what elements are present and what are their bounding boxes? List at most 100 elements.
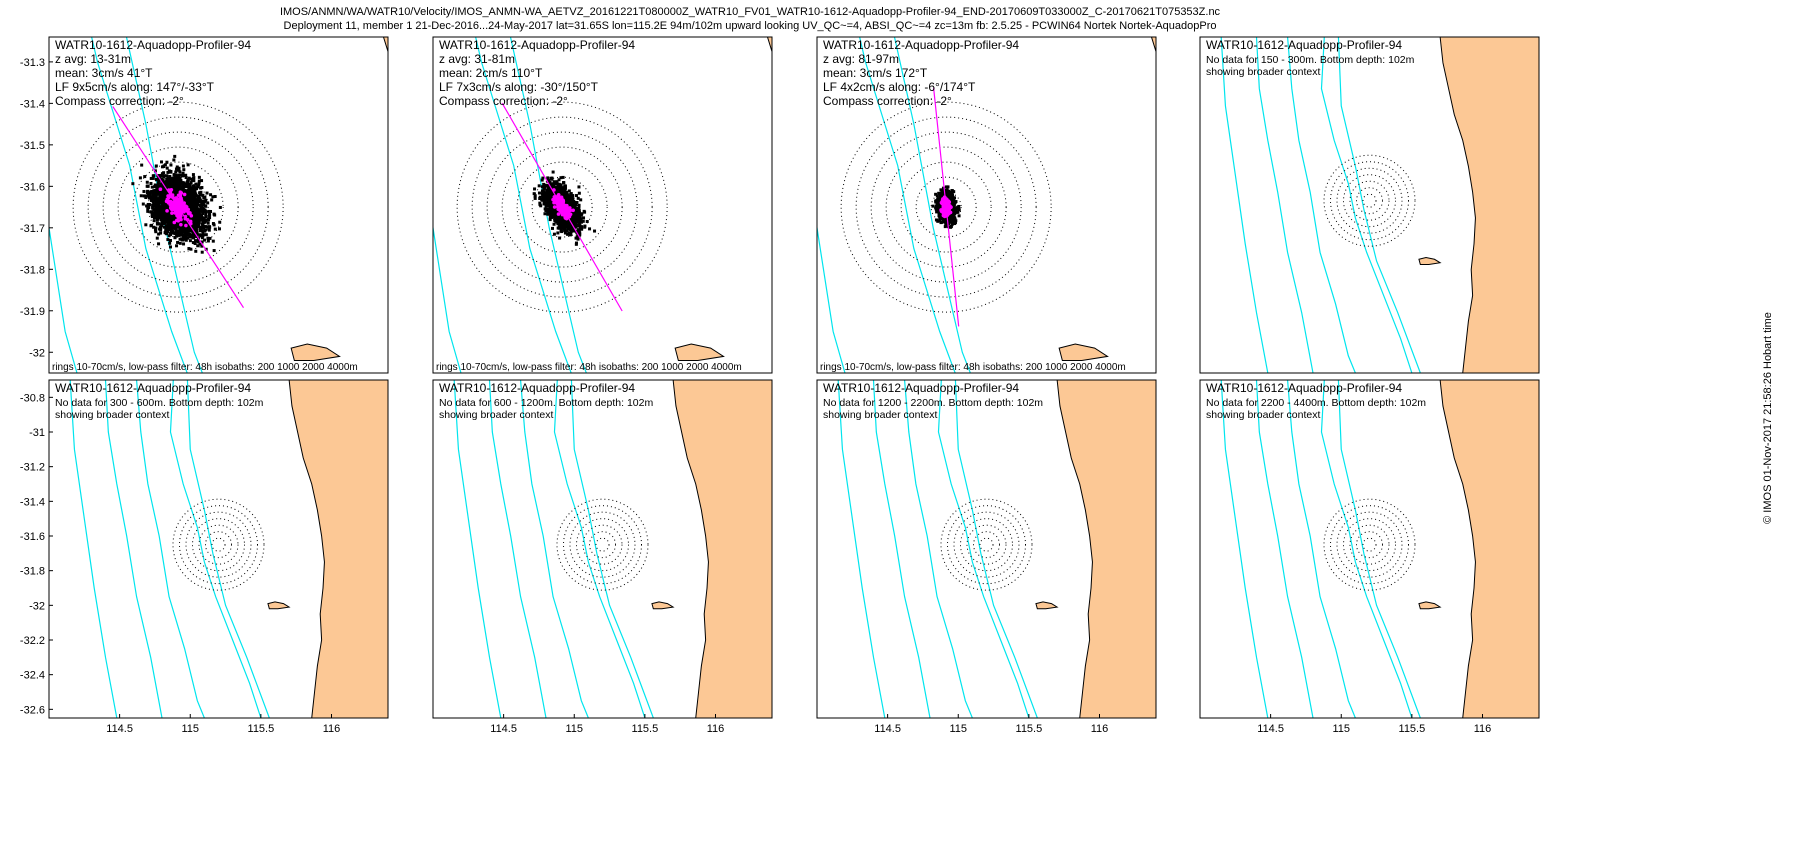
isobath-line-5 — [1337, 37, 1421, 373]
x-tick-label: 114.5 — [106, 723, 133, 735]
velocity-ring-4 — [960, 518, 1013, 572]
isobath-line-2 — [817, 223, 846, 373]
isobath-line-2 — [1286, 37, 1356, 373]
velocity-ring-2 — [531, 176, 593, 238]
chart-panel-8: WATR10-1612-Aquadopp-Profiler-94 No data … — [1199, 379, 1540, 735]
x-tick-label: 115.5 — [632, 723, 659, 735]
velocity-ring-7 — [556, 498, 649, 591]
x-tick-label: 115.5 — [1399, 723, 1426, 735]
velocity-ring-4 — [1343, 518, 1396, 572]
isobath-line-5 — [509, 37, 588, 373]
map-layer — [433, 37, 772, 373]
y-tick-label: -31.5 — [20, 140, 45, 152]
isobath-line-1 — [169, 380, 262, 718]
isobath-line-1 — [1320, 380, 1413, 718]
isobath-line-4 — [453, 380, 502, 718]
panel-info-line-2: showing broader context — [1206, 66, 1320, 78]
velocity-ring-7 — [1323, 154, 1416, 247]
isobath-line-5 — [954, 380, 1038, 718]
velocity-ring-6 — [1330, 161, 1409, 241]
isobath-line-2 — [903, 380, 973, 718]
panel-info-line-2: showing broader context — [439, 409, 553, 421]
island — [1035, 601, 1059, 610]
velocity-ring-4 — [576, 518, 629, 572]
x-tick-label: 114.5 — [490, 723, 517, 735]
velocity-ring-5 — [870, 131, 1022, 283]
y-tick-label: -32 — [29, 347, 45, 359]
island — [267, 601, 291, 610]
isobath-line-3 — [488, 380, 547, 718]
velocity-ring-2 — [589, 531, 616, 559]
y-tick-label: -31.4 — [20, 496, 45, 508]
map-layer — [69, 380, 388, 718]
panel-info-line-1: z avg: 31-81m — [439, 52, 515, 66]
velocity-ring-4 — [1343, 174, 1396, 228]
velocity-ring-2 — [973, 531, 1000, 559]
isobath-line-1 — [859, 37, 956, 373]
principal-axis-line — [112, 106, 245, 309]
velocity-ring-3 — [516, 161, 608, 253]
velocity-ring-5 — [1336, 167, 1403, 234]
velocity-ring-6 — [471, 116, 653, 298]
isobath-line-1 — [553, 380, 646, 718]
land-area — [288, 380, 388, 718]
velocity-ring-5 — [102, 131, 254, 283]
velocity-ring-1 — [1362, 537, 1377, 552]
velocity-ring-3 — [900, 161, 992, 253]
velocity-ring-7 — [840, 101, 1052, 313]
velocity-ring-1 — [979, 537, 994, 552]
x-tick-label: 116 — [323, 723, 341, 735]
isobath-line-4 — [1220, 37, 1269, 373]
x-tick-label: 115.5 — [248, 723, 275, 735]
y-tick-label: -31.6 — [20, 531, 45, 543]
velocity-ring-2 — [1356, 531, 1383, 559]
isobath-line-2 — [433, 223, 462, 373]
map-layer — [837, 380, 1156, 718]
panel-title: WATR10-1612-Aquadopp-Profiler-94 — [55, 38, 251, 52]
y-tick-label: -31.4 — [20, 98, 45, 110]
panel-frame — [1199, 379, 1540, 719]
panel-info-line-2: showing broader context — [823, 409, 937, 421]
land-area — [766, 37, 772, 54]
chart-panel-5: WATR10-1612-Aquadopp-Profiler-94 No data … — [20, 379, 389, 735]
panel-title: WATR10-1612-Aquadopp-Profiler-94 — [823, 381, 1019, 395]
panel-info-line-2: showing broader context — [55, 409, 169, 421]
land-area — [1439, 380, 1539, 718]
panel-frame — [816, 36, 1157, 374]
velocity-ring-3 — [582, 524, 623, 565]
panel-info-line-4: Compass correction: -2° — [55, 94, 184, 108]
x-tick-label: 115 — [1332, 723, 1350, 735]
panel-info-line-2: showing broader context — [1206, 409, 1320, 421]
isobath-line-3 — [104, 380, 163, 718]
velocity-ring-4 — [117, 146, 239, 268]
isobath-line-4 — [607, 0, 714, 622]
panel-info-line-1: z avg: 81-97m — [823, 52, 899, 66]
velocity-ring-2 — [915, 176, 977, 238]
y-tick-label: -31.3 — [20, 57, 45, 69]
velocity-ring-2 — [1356, 187, 1383, 215]
velocity-ring-7 — [456, 101, 668, 313]
y-tick-label: -31 — [29, 427, 45, 439]
y-tick-label: -31.9 — [20, 306, 45, 318]
velocity-ring-6 — [87, 116, 269, 298]
island — [674, 343, 725, 362]
isobath-line-5 — [1337, 380, 1421, 718]
panel-footer: rings 10-70cm/s, low-pass filter: 48h is… — [436, 362, 742, 373]
land-area — [1439, 37, 1539, 373]
x-tick-label: 114.5 — [874, 723, 901, 735]
isobath-line-1 — [91, 37, 188, 373]
isobath-line-2 — [135, 380, 205, 718]
lowpass-scatter — [939, 195, 953, 219]
y-tick-label: -31.7 — [20, 223, 45, 235]
velocity-ring-6 — [563, 505, 642, 585]
isobath-line-4 — [1220, 380, 1269, 718]
file-path-header: IMOS/ANMN/WA/WATR10/Velocity/IMOS_ANMN-W… — [279, 6, 1221, 18]
panel-footer: rings 10-70cm/s, low-pass filter: 48h is… — [820, 362, 1126, 373]
isobath-line-2 — [49, 223, 78, 373]
velocity-ring-4 — [501, 146, 623, 268]
panel-title: WATR10-1612-Aquadopp-Profiler-94 — [55, 381, 251, 395]
velocity-ring-2 — [147, 176, 209, 238]
isobath-line-2 — [519, 380, 589, 718]
x-tick-label: 116 — [1474, 723, 1492, 735]
island — [1418, 601, 1442, 610]
